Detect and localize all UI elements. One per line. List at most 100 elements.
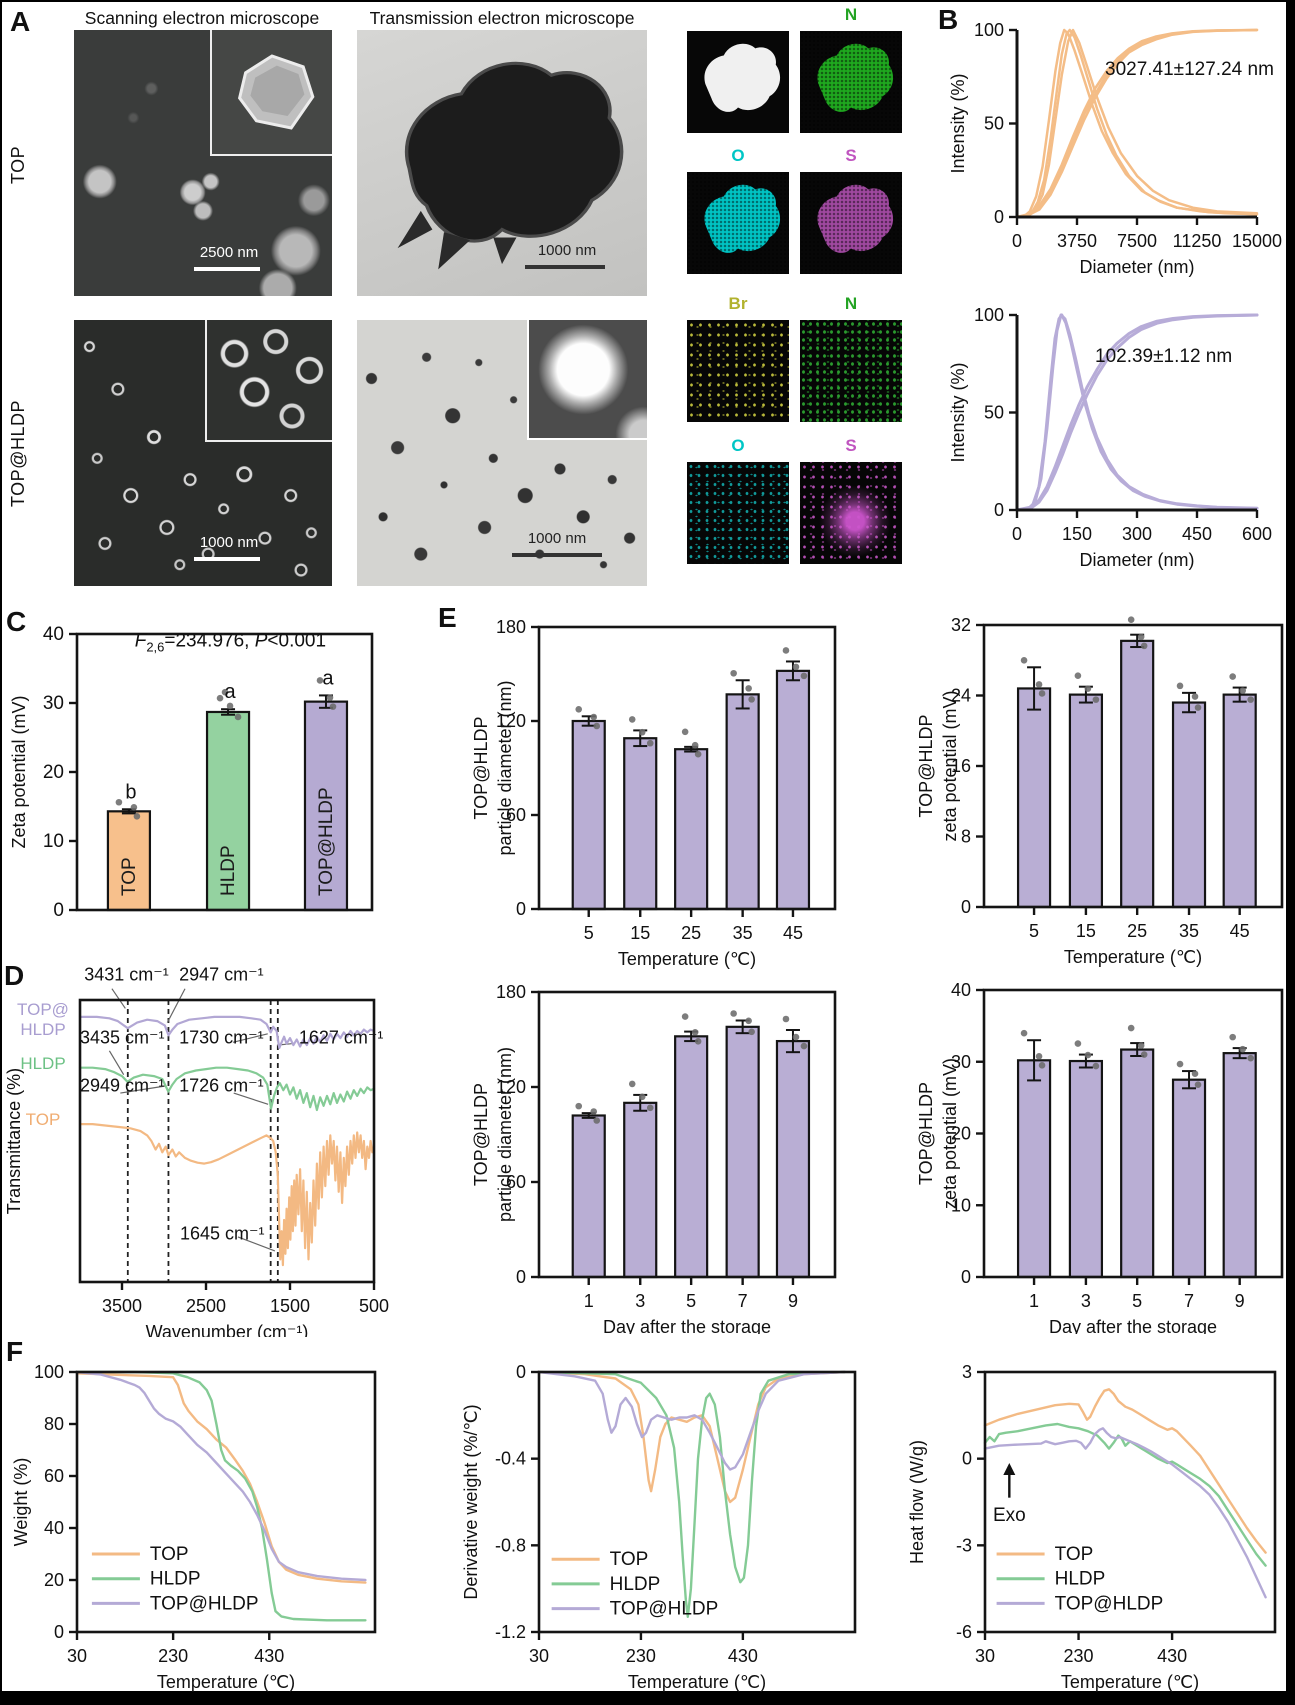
tem-image-top: 1000 nm: [357, 30, 647, 296]
svg-text:30: 30: [43, 693, 64, 714]
svg-text:15: 15: [1076, 921, 1096, 941]
svg-text:150: 150: [1062, 524, 1092, 544]
eds-bottom-o-map: [687, 462, 789, 564]
svg-text:430: 430: [728, 1646, 758, 1666]
svg-text:180: 180: [496, 617, 526, 637]
svg-text:9: 9: [1235, 1291, 1245, 1311]
svg-text:0: 0: [53, 900, 64, 921]
svg-text:102.39±1.12 nm: 102.39±1.12 nm: [1095, 346, 1232, 367]
ftir-label-top: TOP: [25, 1110, 61, 1129]
svg-text:-0.4: -0.4: [495, 1449, 526, 1469]
svg-text:Transmittance (%): Transmittance (%): [4, 1068, 24, 1214]
eds-top-s-blob: [817, 184, 894, 253]
svg-text:10: 10: [951, 1195, 971, 1215]
ftir-label-top-hldp-line1: TOP@: [17, 1000, 69, 1019]
svg-text:HLDP: HLDP: [1055, 1569, 1106, 1590]
svg-text:60: 60: [506, 805, 526, 825]
panel-f-label: F: [6, 1336, 24, 1367]
eds-top-electron-blob: [704, 43, 781, 112]
chart-derivative-weight: 0 -0.4 -0.8 -1.230 230 430 Temperature (℃) Deri…: [461, 1362, 857, 1692]
eds-top-n-map: [800, 31, 902, 133]
svg-text:120: 120: [496, 1077, 526, 1097]
eds-bottom-s-map: [800, 462, 902, 564]
svg-text:0: 0: [961, 897, 971, 917]
svg-text:3500: 3500: [102, 1296, 142, 1316]
svg-text:20: 20: [951, 1124, 971, 1144]
svg-text:a: a: [224, 681, 236, 703]
svg-text:35: 35: [1179, 921, 1199, 941]
svg-text:25: 25: [1127, 921, 1147, 941]
svg-text:Derivative weight (%/℃): Derivative weight (%/℃): [461, 1404, 481, 1599]
svg-text:40: 40: [44, 1518, 64, 1538]
svg-text:1500: 1500: [270, 1296, 310, 1316]
svg-text:7500: 7500: [1117, 231, 1157, 251]
svg-text:TOP@HLDP: TOP@HLDP: [316, 787, 337, 896]
panel-a-label: A: [10, 6, 31, 37]
svg-text:0: 0: [54, 1622, 64, 1642]
sem-top-inset: [210, 30, 332, 156]
svg-text:30: 30: [975, 1646, 995, 1666]
sem-top-hldp-inset: [205, 320, 332, 442]
svg-text:TOP@HLDP: TOP@HLDP: [1055, 1593, 1164, 1614]
svg-text:120: 120: [496, 711, 526, 731]
svg-text:3: 3: [635, 1291, 645, 1311]
svg-text:600: 600: [1242, 524, 1272, 544]
svg-text:particle diameter (nm): particle diameter (nm): [495, 680, 515, 855]
chart-dls-top: 0 50 100 0 3750 7500 11250 15000 Diameter (nm) In…: [948, 20, 1282, 277]
svg-text:20: 20: [44, 1570, 64, 1590]
eds-bottom-br-label: Br: [728, 294, 748, 313]
svg-text:45: 45: [783, 923, 803, 943]
svg-text:25: 25: [681, 923, 701, 943]
svg-text:TOP@HLDP: TOP@HLDP: [610, 1599, 719, 1620]
sem-top-particle: [237, 54, 315, 130]
tem-top-scale-bar: [525, 265, 605, 269]
svg-text:100: 100: [974, 305, 1004, 325]
sem-top-scale-bar: [194, 267, 260, 271]
svg-text:2500: 2500: [186, 1296, 226, 1316]
svg-text:30: 30: [67, 1646, 87, 1666]
tem-top-hldp-scale-text: 1000 nm: [527, 530, 587, 547]
sem-image-top: 2500 nm: [74, 30, 332, 296]
row-label-top-hldp: TOP@HLDP: [8, 400, 28, 508]
panel-e-label: E: [438, 602, 457, 633]
svg-text:180: 180: [496, 982, 526, 1002]
svg-text:TOP@HLDP: TOP@HLDP: [916, 715, 936, 818]
svg-text:5: 5: [1132, 1291, 1142, 1311]
svg-text:Intensity (%): Intensity (%): [948, 73, 968, 173]
svg-text:500: 500: [359, 1296, 389, 1316]
svg-text:3027.41±127.24 nm: 3027.41±127.24 nm: [1105, 59, 1274, 80]
svg-text:1645 cm⁻¹: 1645 cm⁻¹: [180, 1224, 265, 1244]
svg-text:230: 230: [158, 1646, 188, 1666]
svg-text:430: 430: [1157, 1646, 1187, 1666]
sem-top-hldp-scale-text: 1000 nm: [199, 534, 259, 551]
svg-text:1726 cm⁻¹: 1726 cm⁻¹: [179, 1076, 264, 1096]
svg-text:7: 7: [738, 1291, 748, 1311]
eds-top-n-blob: [817, 43, 894, 112]
svg-text:-3: -3: [956, 1535, 972, 1555]
svg-text:0: 0: [516, 1267, 526, 1287]
svg-text:0: 0: [961, 1267, 971, 1287]
svg-text:11250: 11250: [1173, 231, 1222, 251]
svg-text:F2,6=234.976, P<0.001: F2,6=234.976, P<0.001: [135, 630, 326, 654]
svg-text:Intensity (%): Intensity (%): [948, 362, 968, 462]
svg-text:40: 40: [43, 624, 64, 645]
svg-text:10: 10: [43, 831, 64, 852]
svg-text:7: 7: [1184, 1291, 1194, 1311]
svg-text:-1.2: -1.2: [495, 1622, 526, 1642]
eds-bottom-s-label: S: [845, 436, 857, 455]
svg-text:Temperature (℃): Temperature (℃): [628, 1672, 766, 1692]
svg-text:100: 100: [974, 20, 1004, 40]
panel-c-label: C: [6, 606, 27, 637]
svg-text:Heat flow (W/g): Heat flow (W/g): [907, 1440, 927, 1564]
svg-text:50: 50: [984, 114, 1004, 134]
svg-text:HLDP: HLDP: [150, 1569, 201, 1590]
svg-text:Diameter (nm): Diameter (nm): [1079, 257, 1194, 277]
svg-text:HLDP: HLDP: [610, 1574, 661, 1595]
svg-text:a: a: [322, 667, 334, 689]
ftir-label-hldp: HLDP: [20, 1054, 66, 1073]
svg-text:5: 5: [1029, 921, 1039, 941]
svg-text:450: 450: [1182, 524, 1212, 544]
tem-image-top-hldp: 1000 nm: [357, 320, 647, 586]
